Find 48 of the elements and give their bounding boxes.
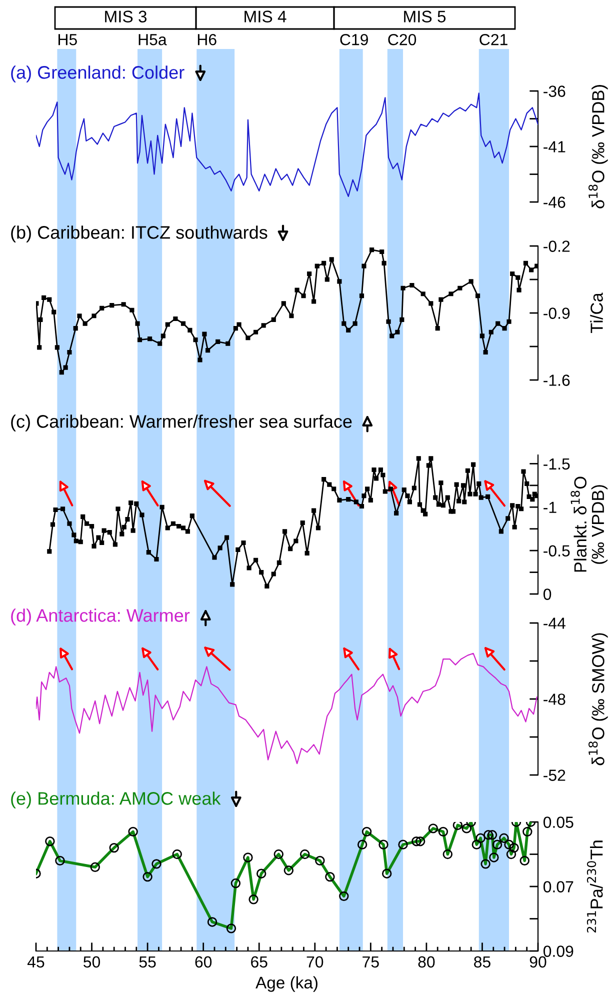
line-series [36, 652, 538, 764]
band-label: C19 [340, 34, 368, 46]
y-axis-title: Ti/Ca [590, 292, 603, 334]
chart-title: (b) Caribbean: ITCZ southwards [11, 226, 268, 242]
y-tick-label: -52 [544, 770, 566, 781]
y-tick-label: -1 [544, 502, 556, 513]
band-label: H5 [58, 34, 77, 46]
x-tick-label: 60 [195, 956, 212, 968]
y-tick-label: 0.07 [543, 881, 574, 892]
x-tick-label: 55 [139, 956, 156, 968]
y-axis-title: $^{231}$Pa/$^{230}$Th [586, 840, 603, 932]
x-tick-label: 45 [27, 956, 44, 968]
x-axis-title: Age (ka) [256, 976, 318, 992]
band-label: C21 [480, 34, 508, 46]
y-axis-title: Plankt. δ$^{18}$O (‰ VPDB) [570, 476, 608, 572]
y-tick-label: -46 [544, 196, 566, 208]
x-tick-label: 65 [251, 956, 268, 968]
line-series [36, 92, 538, 198]
x-tick-label: 80 [418, 956, 435, 968]
y-tick-label: -0.5 [544, 545, 570, 557]
y-tick-label: -0.9 [544, 308, 570, 319]
x-tick-label: 50 [84, 956, 100, 968]
y-tick-label: -1.5 [544, 458, 570, 470]
chart-title: (d) Antarctica: Warmer [11, 608, 190, 626]
chart-title: (a) Greenland: Colder [11, 66, 184, 82]
x-tick-label: 75 [362, 956, 379, 968]
y-axis-title: δ$^{18}$O (‰ VPDB) [588, 85, 608, 208]
text: MIS 3 [105, 10, 147, 22]
y-tick-label: 0.09 [543, 946, 574, 957]
band-label: H6 [198, 34, 216, 46]
y-tick-label: -0.2 [544, 240, 570, 252]
y-axis-title: δ$^{18}$O (‰ SMOW) [588, 633, 608, 766]
text: MIS 5 [404, 10, 446, 22]
chart-title: (e) Bermuda: AMOC weak [11, 792, 221, 808]
x-tick-label: 85 [474, 956, 490, 968]
y-tick-label: -44 [544, 618, 566, 629]
chart-title: (c) Caribbean: Warmer/fresher sea surface [11, 414, 352, 432]
y-tick-label: 0.05 [543, 816, 574, 828]
y-tick-label: -41 [544, 141, 566, 152]
x-tick-label: 70 [306, 956, 324, 968]
y-tick-label: -36 [544, 86, 566, 97]
y-tick-label: -1.6 [544, 374, 570, 386]
y-tick-label: -48 [544, 694, 566, 705]
text: MIS 4 [244, 10, 286, 22]
x-tick-label: 90 [530, 956, 546, 968]
band-label: C20 [388, 34, 416, 46]
band-label: H5a [138, 34, 167, 46]
y-tick-label: 0 [543, 588, 552, 600]
